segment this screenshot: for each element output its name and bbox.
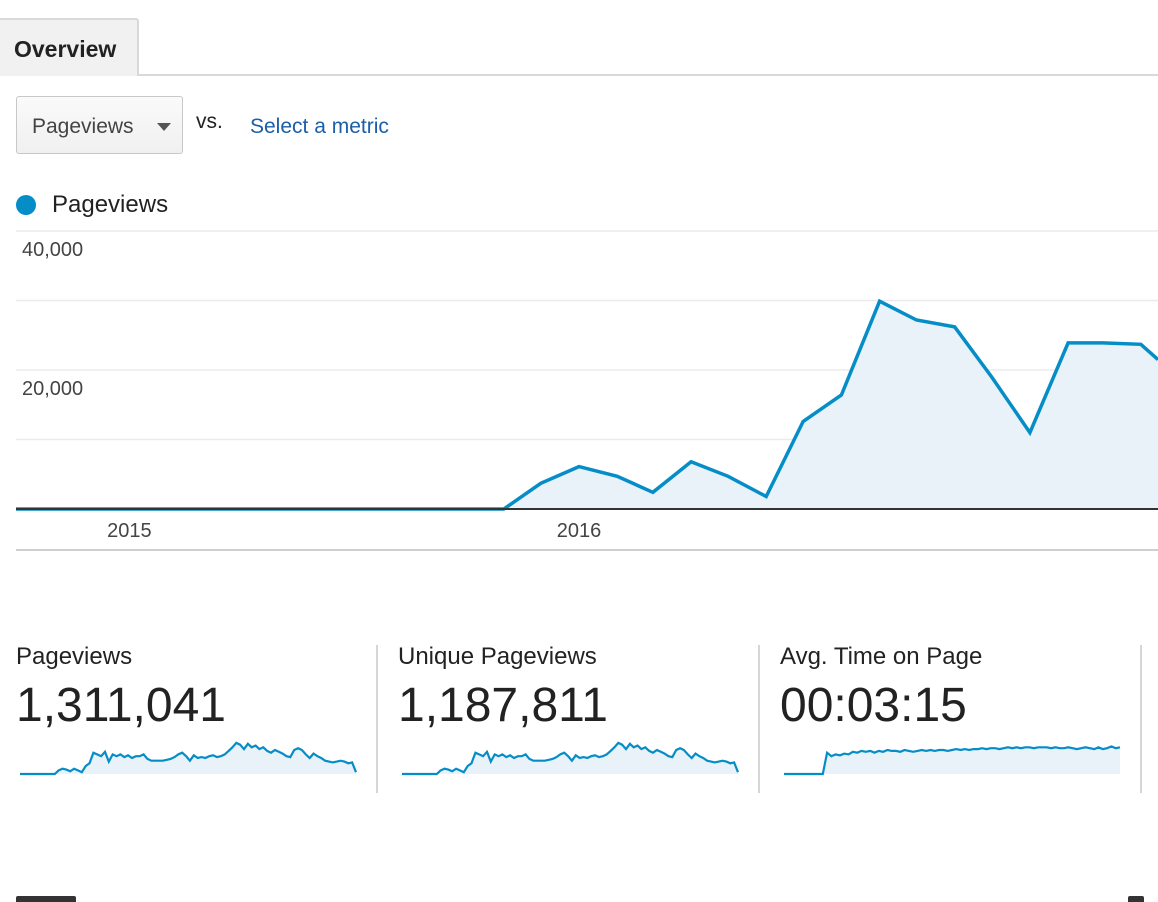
series-area-pageviews (16, 301, 1158, 509)
sparkline-line (784, 745, 1121, 776)
stat-label: Pageviews (16, 643, 133, 670)
sparkline-unique-pageviews (402, 741, 740, 776)
tab-bar: Overview (0, 0, 1158, 76)
vs-label: vs. (196, 110, 223, 133)
select-metric-link[interactable]: Select a metric (250, 115, 389, 138)
stat-divider (376, 645, 378, 793)
sparkline-avg-time-on-page (784, 745, 1121, 776)
stat-divider (1140, 645, 1142, 793)
stat-pageviews[interactable]: Pageviews 1,311,041 (16, 640, 376, 795)
stat-label: Avg. Time on Page (780, 643, 983, 670)
tab-overview-label: Overview (14, 36, 117, 62)
sparkline-line (402, 741, 740, 776)
legend-dot-icon (16, 195, 36, 215)
section-title-fragment (16, 896, 76, 902)
sparkline-area (784, 746, 1120, 774)
sparkline-pageviews (20, 741, 358, 776)
metric-dropdown[interactable]: Pageviews (16, 96, 183, 154)
pageviews-chart-svg: 40,000 20,000 2015 2016 (16, 230, 1158, 551)
stat-value: 00:03:15 (780, 679, 967, 732)
legend-label: Pageviews (52, 191, 169, 218)
tab-overview[interactable]: Overview (0, 18, 139, 76)
stat-divider (758, 645, 760, 793)
sparkline-line (20, 741, 358, 776)
tab-bar-divider (139, 74, 1158, 76)
stat-avg-time-on-page[interactable]: Avg. Time on Page 00:03:15 (780, 640, 1140, 795)
stat-value: 1,311,041 (16, 679, 226, 732)
next-section-header (0, 890, 1158, 902)
section-control-fragment (1128, 896, 1144, 902)
stat-label: Unique Pageviews (398, 643, 597, 670)
stat-value: 1,187,811 (398, 679, 608, 732)
caret-down-icon (157, 123, 171, 131)
x-tick-label: 2015 (107, 520, 152, 542)
stat-unique-pageviews[interactable]: Unique Pageviews 1,187,811 (398, 640, 758, 795)
x-tick-label: 2016 (557, 520, 602, 542)
metric-dropdown-label: Pageviews (32, 115, 134, 138)
y-tick-label: 20,000 (22, 378, 83, 400)
pageviews-chart: 40,000 20,000 2015 2016 (0, 225, 1158, 555)
series-line-pageviews (16, 298, 1158, 511)
y-tick-label: 40,000 (22, 239, 83, 261)
